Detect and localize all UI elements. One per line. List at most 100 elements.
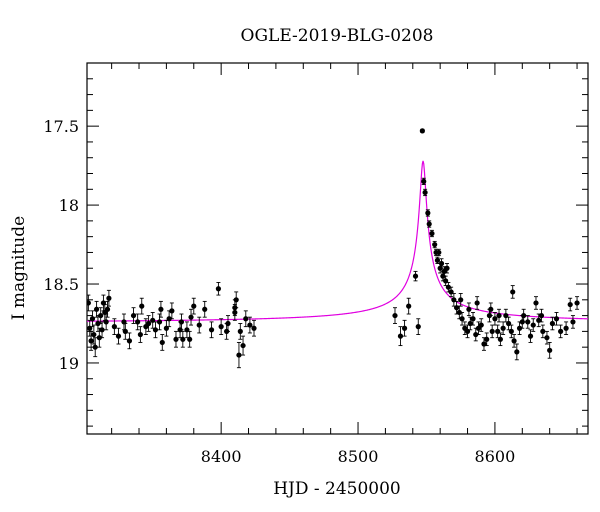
data-marker <box>429 230 435 237</box>
data-point <box>567 297 573 312</box>
data-point <box>558 324 564 339</box>
data-point <box>96 327 102 348</box>
data-marker <box>401 325 408 331</box>
data-point <box>191 297 197 315</box>
data-marker <box>459 316 465 322</box>
data-marker <box>458 297 464 303</box>
data-point <box>478 318 484 332</box>
data-point <box>156 313 163 331</box>
data-point <box>180 330 186 348</box>
data-point <box>495 324 501 339</box>
data-point <box>451 293 457 307</box>
data-marker <box>426 221 432 227</box>
data-marker <box>106 295 112 301</box>
data-point <box>98 307 104 324</box>
data-point <box>570 315 576 329</box>
data-point <box>421 177 427 186</box>
data-point <box>243 310 249 328</box>
data-point <box>459 311 465 326</box>
data-marker <box>139 303 145 309</box>
data-marker <box>538 312 545 319</box>
data-marker <box>104 306 111 312</box>
data-marker <box>514 349 520 355</box>
data-marker <box>173 336 179 342</box>
data-marker <box>99 327 105 333</box>
data-point <box>145 315 152 332</box>
data-point <box>489 324 495 339</box>
data-marker <box>247 322 253 328</box>
data-marker <box>236 352 242 358</box>
data-marker <box>425 210 431 216</box>
data-marker <box>547 347 553 353</box>
data-marker <box>422 189 428 196</box>
data-point <box>121 313 127 331</box>
data-marker <box>95 320 101 327</box>
data-point <box>544 330 550 345</box>
data-marker <box>540 328 546 334</box>
data-marker <box>445 284 451 290</box>
data-marker <box>432 241 438 248</box>
data-point <box>150 311 156 329</box>
y-tick-label: 19 <box>59 354 79 373</box>
data-marker <box>208 327 215 333</box>
data-point <box>488 302 494 317</box>
data-marker <box>111 324 117 330</box>
data-marker <box>492 316 498 322</box>
data-marker <box>130 312 137 319</box>
data-marker <box>103 319 109 325</box>
data-point <box>496 308 502 323</box>
data-point <box>139 297 145 315</box>
data-point <box>506 316 512 331</box>
data-marker <box>438 260 445 267</box>
data-point <box>202 300 208 318</box>
y-tick-label: 18.5 <box>43 275 79 294</box>
data-points <box>87 128 580 369</box>
data-point <box>224 323 230 340</box>
data-point <box>406 297 412 315</box>
data-marker <box>237 328 243 334</box>
data-marker <box>196 322 202 328</box>
data-point <box>208 321 215 339</box>
data-marker <box>415 324 421 330</box>
data-marker <box>240 342 246 349</box>
data-point <box>106 289 112 307</box>
data-marker <box>574 300 580 306</box>
data-point <box>89 310 96 328</box>
data-marker <box>178 319 185 325</box>
data-point <box>473 327 479 342</box>
data-marker <box>87 300 91 306</box>
data-point <box>251 319 257 337</box>
data-point <box>237 323 243 340</box>
data-point <box>533 296 539 310</box>
data-point <box>187 330 193 348</box>
data-point <box>166 310 172 328</box>
data-point <box>425 209 431 217</box>
data-marker <box>444 265 450 271</box>
data-point <box>547 341 553 359</box>
data-marker <box>224 328 230 334</box>
data-marker <box>533 300 539 306</box>
data-point <box>436 248 442 257</box>
data-point <box>458 293 464 307</box>
data-marker <box>158 306 164 312</box>
data-marker <box>406 303 412 309</box>
data-point <box>152 321 159 339</box>
data-point <box>91 324 97 345</box>
data-point <box>111 318 117 335</box>
data-marker <box>434 257 441 263</box>
axis-ticks <box>87 62 588 434</box>
data-marker <box>89 316 96 322</box>
x-tick-label: 8500 <box>338 447 379 466</box>
data-point <box>536 313 542 328</box>
data-point <box>419 128 425 134</box>
data-point <box>563 321 569 335</box>
data-point <box>511 334 517 348</box>
data-marker <box>456 309 462 316</box>
y-tick-label: 18 <box>59 196 79 215</box>
data-point <box>521 308 527 323</box>
x-tick-label: 8400 <box>201 447 242 466</box>
data-point <box>438 258 445 269</box>
data-marker <box>191 303 197 309</box>
data-point <box>422 188 428 197</box>
data-marker <box>570 319 576 325</box>
